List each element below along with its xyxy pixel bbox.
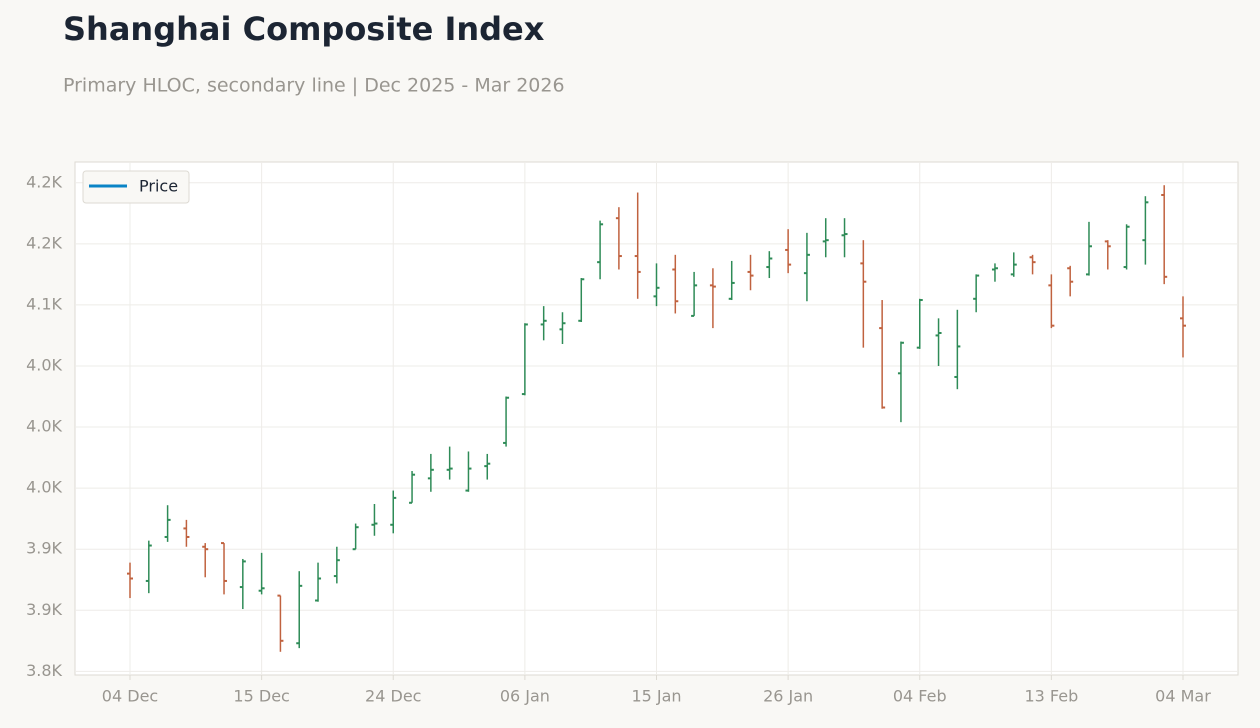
x-tick-label: 06 Jan (500, 687, 550, 706)
y-tick-label: 4.1K (26, 294, 62, 313)
y-tick-label: 4.0K (26, 355, 62, 374)
y-tick-label: 3.9K (26, 600, 62, 619)
x-tick-label: 26 Jan (763, 687, 813, 706)
x-tick-label: 04 Dec (102, 687, 158, 706)
legend-label: Price (139, 177, 178, 196)
x-tick-label: 13 Feb (1024, 687, 1078, 706)
y-tick-label: 4.2K (26, 172, 62, 191)
x-tick-label: 04 Feb (893, 687, 947, 706)
x-tick-label: 15 Jan (631, 687, 681, 706)
x-tick-label: 15 Dec (233, 687, 289, 706)
y-tick-label: 3.8K (26, 661, 62, 680)
x-tick-label: 04 Mar (1155, 687, 1211, 706)
y-tick-label: 4.0K (26, 417, 62, 436)
y-tick-label: 4.0K (26, 478, 62, 497)
chart-subtitle: Primary HLOC, secondary line | Dec 2025 … (63, 75, 565, 97)
chart-title: Shanghai Composite Index (63, 10, 545, 48)
y-tick-label: 3.9K (26, 539, 62, 558)
legend-box (82, 170, 190, 204)
y-tick-label: 4.2K (26, 233, 62, 252)
x-tick-label: 24 Dec (365, 687, 421, 706)
